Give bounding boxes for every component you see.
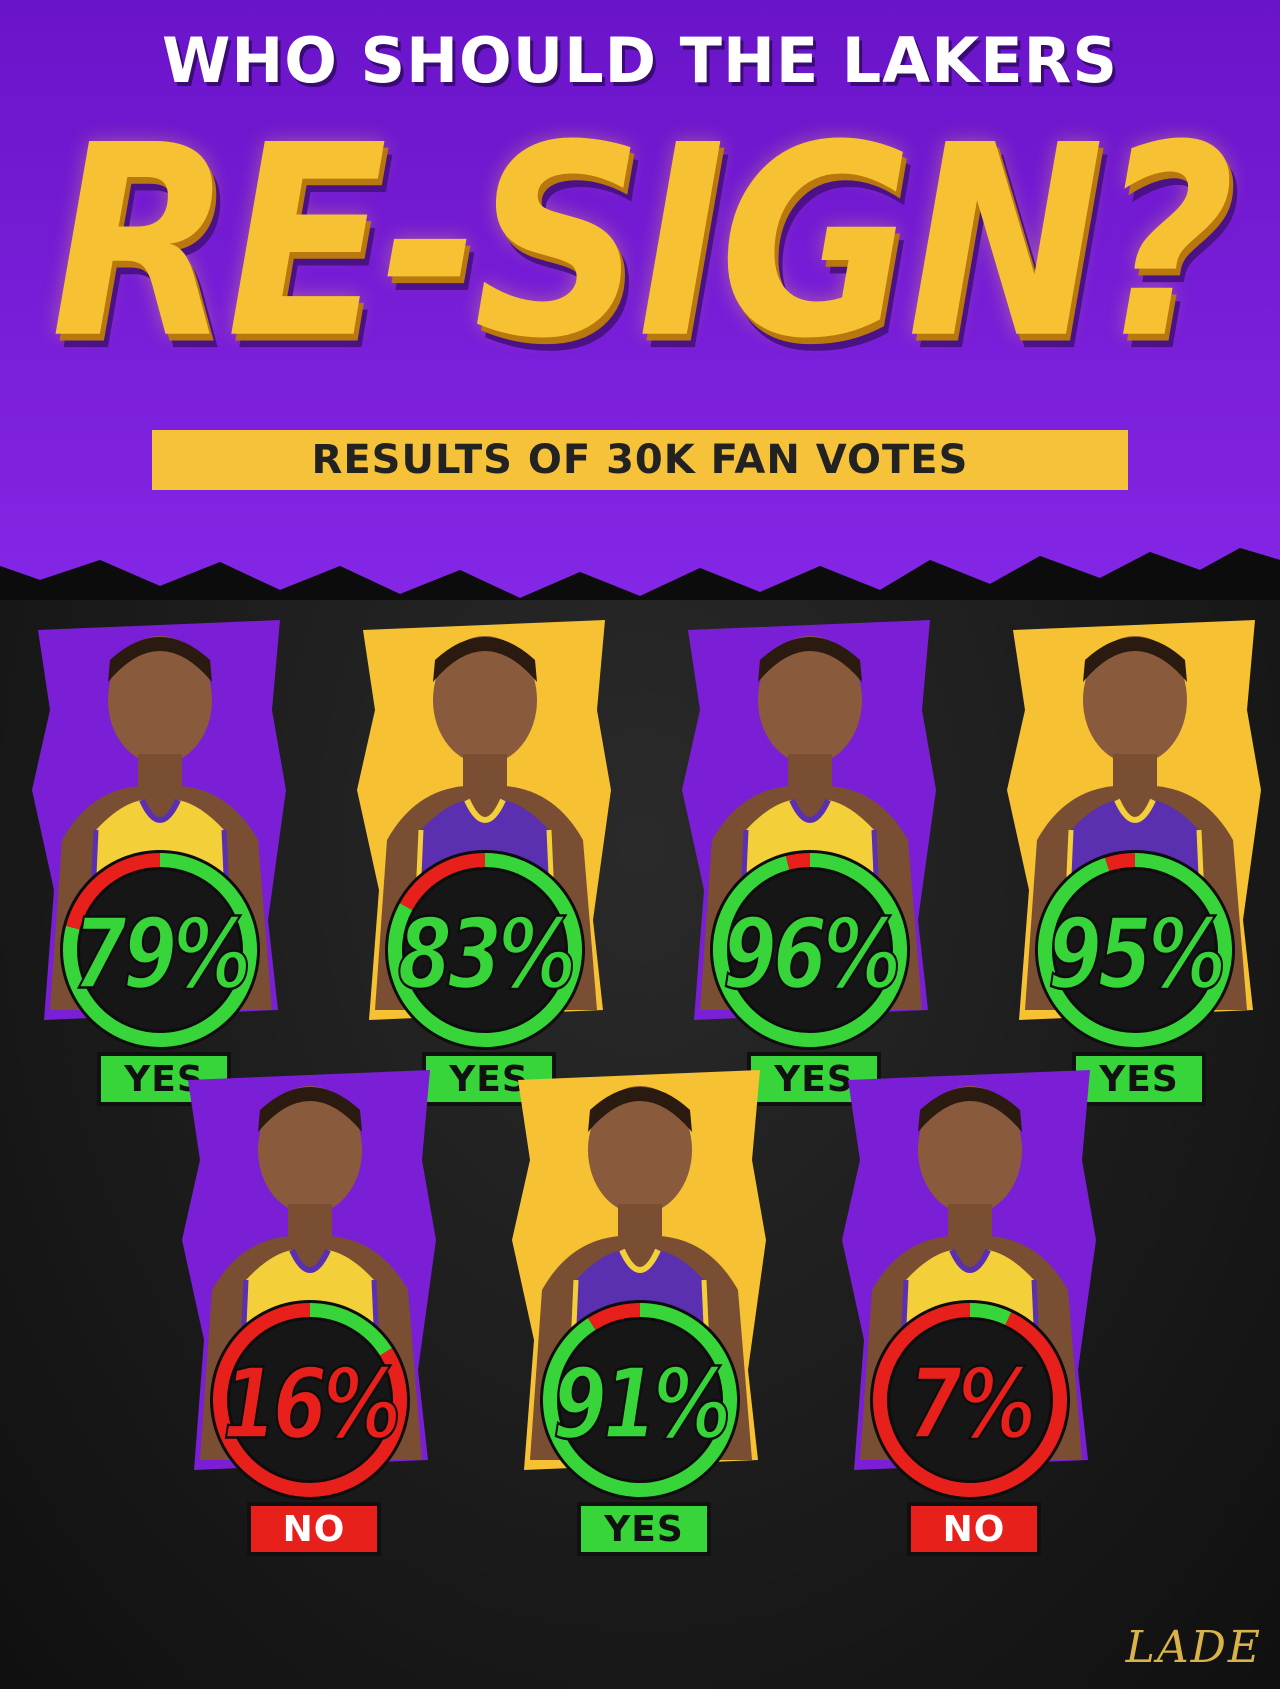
vote-gauge: 96% YES [698,850,922,1106]
verdict-badge: YES [747,1052,881,1106]
player-card: 83% YES [335,590,635,1106]
gauge-yes-arc [1038,853,1232,1047]
vote-gauge: 7% NO [858,1300,1082,1556]
vote-percent: 7% [907,1348,1037,1463]
verdict-badge: NO [247,1502,381,1556]
vote-percent: 16% [222,1348,403,1463]
gauge-yes-arc [388,853,582,1047]
verdict-label: YES [774,1058,854,1100]
verdict-badge: NO [907,1502,1041,1556]
verdict-label: YES [1099,1058,1179,1100]
gauge-yes-arc [309,1303,392,1356]
verdict-label: YES [604,1508,684,1550]
gauge-yes-arc [969,1303,1012,1325]
gauge-ring [710,850,910,1050]
gauge-no-arc [872,1303,1067,1497]
vote-gauge: 95% YES [1023,850,1247,1106]
subtitle-text: RESULTS OF 30K FAN VOTES [311,437,969,483]
gauge-yes-arc [713,853,908,1047]
gauge-no-arc [1105,853,1136,872]
player-card: 95% YES [985,590,1280,1106]
player-card: 96% YES [660,590,960,1106]
gauge-yes-arc [63,853,257,1047]
gauge-ring [870,1300,1070,1500]
vote-percent: 83% [397,898,578,1013]
brand-logo: LADE [1125,1622,1262,1673]
gauge-no-arc [785,853,811,870]
gauge-ring [385,850,585,1050]
gauge-ring [540,1300,740,1500]
verdict-label: NO [942,1508,1006,1550]
player-card: 16% NO [160,1040,460,1556]
verdict-badge: YES [1072,1052,1206,1106]
gauge-no-arc [213,1303,407,1497]
vote-percent: 79% [72,898,253,1013]
verdict-badge: YES [577,1502,711,1556]
gauge-ring [210,1300,410,1500]
gauge-no-arc [399,853,486,911]
gauge-ring [1035,850,1235,1050]
vote-gauge: 79% YES [48,850,272,1106]
subtitle-banner: RESULTS OF 30K FAN VOTES [152,430,1128,490]
player-card: 79% YES [10,590,310,1106]
gauge-no-arc [66,853,161,930]
vote-percent: 96% [722,898,903,1013]
vote-percent: 91% [552,1348,733,1463]
page-title: RE-SIGN? [50,88,1236,397]
gauge-no-arc [588,1303,641,1331]
verdict-label: NO [282,1508,346,1550]
gauge-yes-arc [543,1303,737,1497]
verdict-label: YES [124,1058,204,1100]
vote-gauge: 91% YES [528,1300,752,1556]
verdict-label: YES [449,1058,529,1100]
gauge-ring [60,850,260,1050]
vote-gauge: 16% NO [198,1300,422,1556]
player-card: 7% NO [820,1040,1120,1556]
player-card: 91% YES [490,1040,790,1556]
headline: WHO SHOULD THE LAKERS [161,24,1119,97]
vote-percent: 95% [1047,898,1228,1013]
